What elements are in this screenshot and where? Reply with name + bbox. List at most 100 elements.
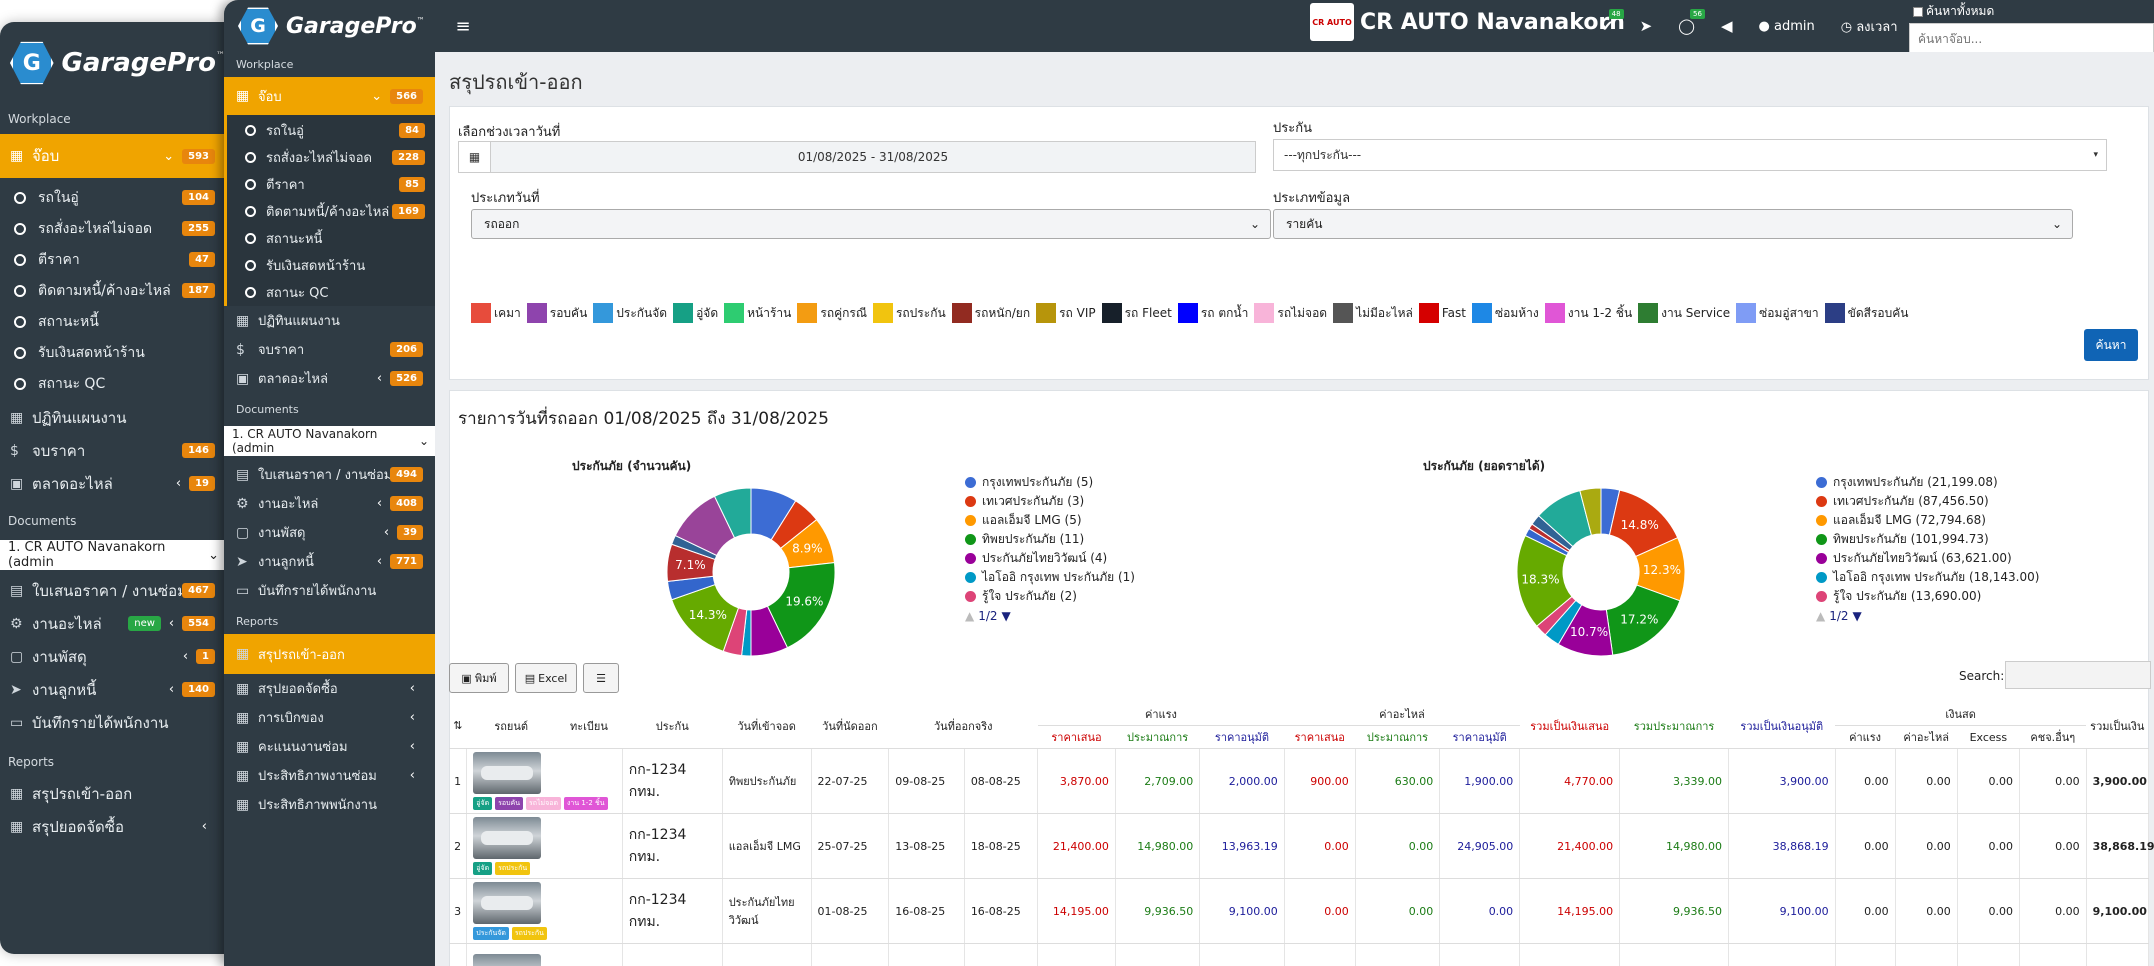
sidebar-item[interactable]: ▣ ตลาดอะไหล่ ‹ 19 xyxy=(0,467,225,500)
pie-legend-item[interactable]: ไอโออิ กรุงเทพ ประกันภัย (1) xyxy=(965,568,1135,587)
search-button[interactable]: ค้นหา xyxy=(2084,329,2138,361)
sidebar-subitem[interactable]: รถสั่งอะไหล่ไม่จอด 228 xyxy=(227,144,435,171)
sidebar-item[interactable]: ▦ สรุปรถเข้า-ออก xyxy=(0,777,225,810)
col-date-in[interactable]: วันที่เข้าจอด xyxy=(722,703,812,749)
pie-slice[interactable] xyxy=(713,487,752,539)
col-total-offer[interactable]: รวมเป็นเงินเสนอ xyxy=(1519,703,1620,749)
car-photo[interactable] xyxy=(473,752,542,794)
sidebar-item-jobs[interactable]: ▦ จ๊อบ ⌄ 593 xyxy=(0,134,225,178)
sidebar-item[interactable]: ▦ คะแนนงานซ่อม ‹ xyxy=(224,732,435,761)
sort-icon[interactable]: ⇅ xyxy=(449,703,467,749)
sidebar-item[interactable]: $ จบราคา 206 xyxy=(224,335,435,364)
sidebar-item[interactable]: ▦ ประสิทธิภาพพนักงาน xyxy=(224,790,435,819)
sidebar-item[interactable]: ▦ ปฏิทินแผนงาน xyxy=(224,306,435,335)
sidebar-subitem[interactable]: รถในอู่ 104 xyxy=(0,182,225,213)
sidebar-item[interactable]: ➤ งานลูกหนี้ ‹ 140 xyxy=(0,673,225,706)
clock-in-button[interactable]: ◷ ลงเวลา xyxy=(1841,16,1898,37)
sidebar-subitem[interactable]: ติดตามหนี้/ค้างอะไหล่ 169 xyxy=(227,198,435,225)
pie-legend-item[interactable]: รู้ใจ ประกันภัย (13,690.00) xyxy=(1816,587,2039,606)
back-logo[interactable]: G GaragePro ™ xyxy=(0,22,225,104)
car-cell[interactable] xyxy=(466,943,623,966)
sidebar-item[interactable]: ▦ สรุปยอดจัดซื้อ ‹ xyxy=(0,810,225,843)
search-input[interactable] xyxy=(1909,23,2154,55)
sidebar-item[interactable]: ➤ งานลูกหนี้ ‹ 771 xyxy=(224,547,435,576)
sidebar-item[interactable]: ▦ ประสิทธิภาพงานซ่อม ‹ xyxy=(224,761,435,790)
pie-legend-item[interactable]: เทเวศประกันภัย (87,456.50) xyxy=(1816,492,2039,511)
sidebar-item[interactable]: ▭ บันทึกรายได้พนักงาน xyxy=(224,576,435,605)
car-photo[interactable] xyxy=(473,882,542,924)
col-insurance[interactable]: ประกัน xyxy=(622,703,723,749)
sidebar-subitem[interactable]: สถานะ QC xyxy=(0,368,225,399)
sidebar-subitem[interactable]: ตีราคา 47 xyxy=(0,244,225,275)
table-row[interactable]: 2 อู่จัด รถประกัน กก-1234 กทม. แอลเอ็มจี LMG 2… xyxy=(449,813,2154,879)
arrow-down-icon[interactable]: ▼ xyxy=(1852,609,1862,623)
sidebar-item[interactable]: ▦ สรุปรถเข้า-ออก xyxy=(224,634,435,674)
pie-slice[interactable] xyxy=(1579,487,1602,536)
company-select[interactable]: 1. CR AUTO Navanakorn (admin ⌄ xyxy=(224,426,435,456)
sidebar-subitem[interactable]: รถสั่งอะไหล่ไม่จอด 255 xyxy=(0,213,225,244)
col-cash-excess[interactable]: Excess xyxy=(1957,725,2020,749)
sidebar-item[interactable]: ▢ งานพัสดุ ‹ 39 xyxy=(224,518,435,547)
pie-legend-item[interactable]: กรุงเทพประกันภัย (5) xyxy=(965,473,1135,492)
excel-button[interactable]: ▤ Excel xyxy=(515,663,577,693)
pie-legend-item[interactable]: ทิพยประกันภัย (11) xyxy=(965,530,1135,549)
sidebar-subitem[interactable]: รับเงินสดหน้าร้าน xyxy=(0,337,225,368)
car-photo[interactable] xyxy=(473,953,542,966)
table-row[interactable]: 1 อู่จัด รอบคัน รถไม่จอด งาน 1-2 ชิ้น กก-1234… xyxy=(449,748,2150,814)
pie-legend-item[interactable]: รู้ใจ ประกันภัย (2) xyxy=(965,587,1135,606)
sidebar-subitem[interactable]: รถในอู่ 84 xyxy=(227,117,435,144)
col-parts-approved[interactable]: ราคาอนุมัติ xyxy=(1439,725,1520,749)
user-menu[interactable]: ● admin xyxy=(1759,19,1815,34)
pie-legend-item[interactable]: ไอโออิ กรุงเทพ ประกันภัย (18,143.00) xyxy=(1816,568,2039,587)
pie-legend-item[interactable]: ทิพยประกันภัย (101,994.73) xyxy=(1816,530,2039,549)
col-parts-estimate[interactable]: ประมาณการ xyxy=(1355,725,1440,749)
col-date-out[interactable]: วันที่ออกจริง xyxy=(888,703,1038,749)
col-total-estimate[interactable]: รวมประมาณการ xyxy=(1619,703,1729,749)
sidebar-subitem[interactable]: สถานะหนี้ xyxy=(227,225,435,252)
sidebar-item[interactable]: ▦ สรุปยอดจัดซื้อ ‹ xyxy=(224,674,435,703)
sidebar-item[interactable]: ▣ ตลาดอะไหล่ ‹ 526 xyxy=(224,364,435,393)
sidebar-item[interactable]: $ จบราคา 146 xyxy=(0,434,225,467)
sidebar-subitem[interactable]: สถานะ QC xyxy=(227,279,435,306)
chat-icon[interactable]: ◯ 56 xyxy=(1678,9,1705,35)
car-photo[interactable] xyxy=(473,817,542,859)
pie-legend-item[interactable]: เทเวศประกันภัย (3) xyxy=(965,492,1135,511)
insurance-select[interactable]: ---ทุกประกัน--- ▾ xyxy=(1273,139,2107,171)
sidebar-item[interactable]: ▤ ใบเสนอราคา / งานซ่อม 494 xyxy=(224,460,435,489)
arrow-up-icon[interactable]: ▲ xyxy=(965,609,975,623)
col-car[interactable]: รถยนต์ xyxy=(466,703,556,749)
pie-legend-item[interactable]: แอลเอ็มจี LMG (5) xyxy=(965,511,1135,530)
pie-legend-item[interactable]: ประกันภัยไทยวิวัฒน์ (4) xyxy=(965,549,1135,568)
col-plate[interactable]: ทะเบียน xyxy=(555,703,623,749)
car-cell[interactable]: อู่จัด รถประกัน xyxy=(466,813,623,879)
col-total-approved[interactable]: รวมเป็นเงินอนุมัติ xyxy=(1728,703,1836,749)
sidebar-subitem[interactable]: รับเงินสดหน้าร้าน xyxy=(227,252,435,279)
table-row[interactable]: 3 ประกันจัด รถประกัน กก-1234 กทม. ประกันภัยไท… xyxy=(449,878,2150,944)
sidebar-item[interactable]: ▢ งานพัสดุ ‹ 1 xyxy=(0,640,225,673)
sidebar-subitem[interactable]: ติดตามหนี้/ค้างอะไหล่ 187 xyxy=(0,275,225,306)
table-search-input[interactable] xyxy=(2005,661,2151,689)
car-cell[interactable]: ประกันจัด รถประกัน xyxy=(466,878,623,944)
sidebar-item[interactable]: ▤ ใบเสนอราคา / งานซ่อม 467 xyxy=(0,574,225,607)
car-cell[interactable]: อู่จัด รอบคัน รถไม่จอด งาน 1-2 ชิ้น xyxy=(466,748,623,814)
sidebar-subitem[interactable]: สถานะหนี้ xyxy=(0,306,225,337)
info-type-select[interactable]: รายคัน ⌄ xyxy=(1273,209,2073,239)
sidebar-subitem[interactable]: ตีราคา 85 xyxy=(227,171,435,198)
date-range-input[interactable]: ▦ 01/08/2025 - 31/08/2025 xyxy=(458,141,1256,173)
arrow-up-icon[interactable]: ▲ xyxy=(1816,609,1826,623)
sidebar-item[interactable]: ▦ การเบิกของ ‹ xyxy=(224,703,435,732)
pie-legend-item[interactable]: แอลเอ็มจี LMG (72,794.68) xyxy=(1816,511,2039,530)
sidebar-item-jobs[interactable]: ▦ จ๊อบ ⌄ 566 xyxy=(224,77,435,115)
col-parts-offer[interactable]: ราคาเสนอ xyxy=(1284,725,1356,749)
legend-pager-count[interactable]: ▲ 1/2 ▼ xyxy=(965,609,1011,623)
column-toggle-button[interactable]: ☰ xyxy=(583,663,619,693)
sidebar-item[interactable]: ▭ บันทึกรายได้พนักงาน xyxy=(0,706,225,739)
search-all-checkbox[interactable]: ค้นหาทั้งหมด xyxy=(1909,0,2154,23)
col-cash-labor[interactable]: ค่าแรง xyxy=(1835,725,1896,749)
table-row[interactable]: 4 กก-1234 xyxy=(449,943,2150,966)
col-cash-parts[interactable]: ค่าอะไหล่ xyxy=(1895,725,1958,749)
send-icon[interactable]: ➤ xyxy=(1639,17,1653,35)
col-labor-approved[interactable]: ราคาอนุมัติ xyxy=(1199,725,1285,749)
sidebar-item[interactable]: ▦ ปฏิทินแผนงาน xyxy=(0,401,225,434)
arrow-down-icon[interactable]: ▼ xyxy=(1001,609,1011,623)
